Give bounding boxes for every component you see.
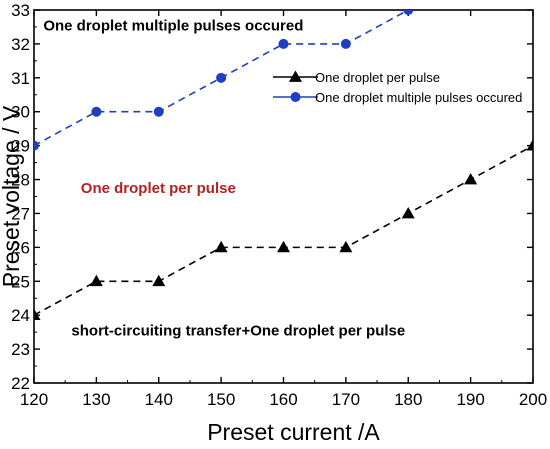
x-tick-label: 200 — [519, 390, 547, 409]
legend-label-2: One droplet multiple pulses occured — [315, 90, 522, 105]
y-tick-label: 30 — [11, 103, 30, 122]
legend-label-1: One droplet per pulse — [315, 70, 440, 85]
y-tick-label: 27 — [11, 204, 30, 223]
x-tick-label: 190 — [456, 390, 484, 409]
legend-marker-1 — [289, 70, 302, 82]
x-tick-label: 120 — [20, 390, 48, 409]
y-axis-label: Preset voltage / V — [0, 105, 24, 287]
y-tick-label: 22 — [11, 374, 30, 393]
data-point-series-1 — [152, 274, 166, 287]
y-tick-label: 28 — [11, 171, 30, 190]
x-tick-label: 180 — [394, 390, 422, 409]
data-point-series-1 — [214, 240, 228, 253]
data-point-series-2 — [340, 38, 351, 49]
series-line-1 — [34, 144, 533, 316]
y-tick-label: 26 — [11, 238, 30, 257]
data-point-series-1 — [89, 274, 103, 287]
y-tick-label: 33 — [11, 1, 30, 20]
y-tick-label: 32 — [11, 35, 30, 54]
y-tick-label: 25 — [11, 272, 30, 291]
data-point-series-2 — [278, 38, 289, 49]
data-point-series-1 — [401, 206, 415, 219]
y-tick-label: 24 — [11, 306, 30, 325]
x-tick-label: 170 — [332, 390, 360, 409]
data-point-series-1 — [526, 139, 533, 151]
x-tick-label: 130 — [82, 390, 110, 409]
data-point-series-1 — [464, 173, 478, 185]
annotation-2: One droplet per pulse — [81, 180, 236, 197]
data-point-series-1 — [34, 308, 41, 321]
data-point-series-1 — [339, 240, 353, 253]
legend-marker-2 — [290, 92, 301, 102]
y-tick-label: 31 — [11, 69, 30, 88]
annotation-3: short-circuiting transfer+One droplet pe… — [71, 323, 405, 340]
data-point-series-2 — [91, 106, 102, 117]
x-tick-label: 160 — [269, 390, 297, 409]
x-tick-label: 140 — [145, 390, 173, 409]
x-axis-label: Preset current /A — [207, 419, 380, 444]
data-point-series-2 — [403, 10, 414, 15]
annotation-1: One droplet multiple pulses occured — [43, 17, 303, 34]
data-point-series-2 — [34, 140, 39, 151]
data-point-series-2 — [216, 72, 227, 83]
y-tick-label: 23 — [11, 340, 30, 359]
x-tick-label: 150 — [207, 390, 235, 409]
y-tick-label: 29 — [11, 137, 30, 156]
data-point-series-2 — [153, 106, 164, 117]
data-point-series-1 — [277, 240, 290, 253]
